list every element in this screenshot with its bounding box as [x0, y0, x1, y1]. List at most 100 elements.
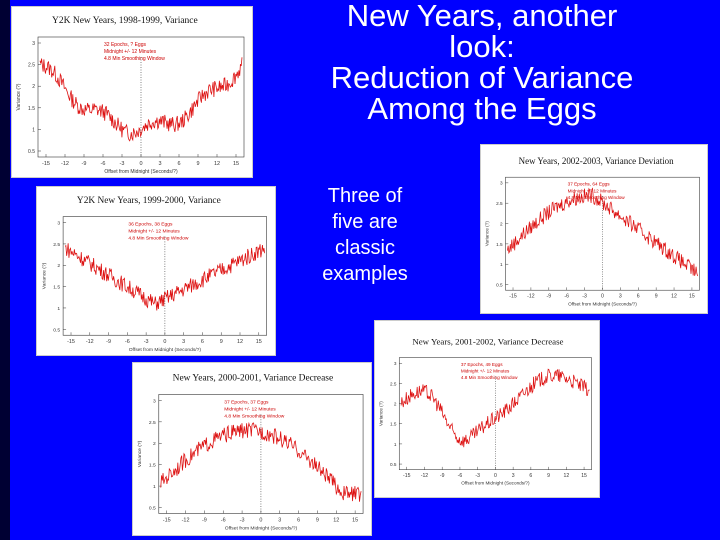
legend-line: 32 Epochs, ? Eggs — [104, 42, 146, 48]
plot-frame — [505, 176, 700, 291]
x-tick-label: 9 — [220, 339, 223, 345]
variance-trace — [400, 368, 590, 448]
y-tick-label: 0.5 — [149, 505, 156, 511]
variance-trace — [506, 187, 698, 277]
slide-subtext: Three of five are classic examples — [300, 183, 430, 287]
legend-line: 4.8 Min Smoothing Window — [104, 56, 165, 62]
legend-line: 4.8 Min Smoothing Window — [128, 235, 189, 241]
x-tick-label: 3 — [182, 339, 185, 345]
x-tick-label: 0 — [139, 161, 142, 167]
y-axis-label: Variance (?) — [41, 262, 47, 289]
y-tick-label: 1 — [57, 306, 60, 312]
legend-line: Midnight +/- 12 Minutes — [104, 49, 157, 55]
x-tick-label: 0 — [601, 294, 604, 300]
legend-line: 37 Epochs, 49 Eggs — [461, 362, 503, 367]
chart-2000-2001: New Years, 2000-2001, Variance Decrease 3… — [137, 374, 364, 531]
y-tick-label: 0.5 — [496, 282, 503, 287]
x-tick-label: 9 — [316, 517, 319, 523]
x-tick-label: 0 — [494, 473, 497, 479]
x-tick-label: -9 — [440, 473, 445, 479]
y-tick-label: 3 — [57, 221, 60, 227]
chart-panel-1998: Y2K New Years, 1998-1999, Variance 32 Epo… — [11, 6, 253, 178]
x-tick-label: -6 — [458, 473, 463, 479]
y-tick-label: 1.5 — [496, 242, 503, 247]
chart-panel-2002: New Years, 2002-2003, Variance Deviation… — [480, 144, 708, 314]
x-tick-label: -3 — [144, 339, 149, 345]
x-tick-label: -3 — [475, 473, 480, 479]
x-tick-label: -15 — [163, 517, 171, 523]
x-tick-label: -6 — [101, 161, 106, 167]
y-tick-label: 2.5 — [390, 381, 397, 386]
x-axis-label: Offset from Midnight (Seconds/?) — [129, 347, 202, 353]
subtext-line-1: Three of — [327, 185, 403, 207]
y-axis-label: Variance (?) — [485, 221, 490, 247]
x-tick-label: 6 — [177, 161, 180, 167]
x-tick-label: 3 — [158, 161, 161, 167]
x-tick-label: -6 — [125, 339, 130, 345]
x-tick-label: 0 — [259, 517, 262, 523]
x-tick-label: -15 — [403, 473, 411, 479]
x-axis-label: Offset from Midnight (Seconds/?) — [225, 525, 298, 531]
x-tick-label: -3 — [582, 294, 587, 300]
y-axis-label: Variance (?) — [137, 440, 143, 467]
y-tick-label: 2.5 — [53, 242, 60, 248]
x-tick-label: 0 — [163, 339, 166, 345]
y-tick-label: 3 — [153, 398, 156, 404]
legend-line: 37 Epochs, 37 Eggs — [224, 399, 269, 405]
x-tick-label: -6 — [221, 517, 226, 523]
y-tick-label: 2.5 — [496, 201, 503, 206]
chart-panel-2001: New Years, 2001-2002, Variance Decrease 3… — [374, 320, 600, 498]
variance-trace — [39, 57, 243, 142]
chart-2002-2003: New Years, 2002-2003, Variance Deviation… — [485, 156, 700, 306]
y-tick-label: 1.5 — [28, 106, 35, 112]
y-tick-label: 1 — [153, 484, 156, 490]
x-tick-label: 15 — [689, 294, 695, 300]
y-tick-label: 2 — [153, 441, 156, 447]
chart-title: Y2K New Years, 1998-1999, Variance — [52, 16, 198, 26]
variance-trace — [64, 243, 266, 311]
y-tick-label: 1 — [394, 442, 397, 447]
x-tick-label: 6 — [637, 294, 640, 300]
x-axis-label: Offset from Midnight (Seconds/?) — [104, 169, 178, 175]
subtext-line-4: examples — [322, 263, 408, 285]
y-tick-label: 0.5 — [53, 327, 60, 333]
x-tick-label: -9 — [202, 517, 207, 523]
x-tick-label: 12 — [237, 339, 243, 345]
x-tick-label: -12 — [421, 473, 429, 479]
y-axis-label: Variance (?) — [16, 83, 22, 110]
chart-title: New Years, 2001-2002, Variance Decrease — [412, 337, 563, 347]
left-edge-strip — [0, 0, 10, 540]
x-axis-label: Offset from Midnight (Seconds/?) — [568, 301, 637, 306]
chart-panel-2000: New Years, 2000-2001, Variance Decrease 3… — [132, 362, 372, 536]
x-tick-label: -15 — [67, 339, 75, 345]
x-tick-label: 6 — [529, 473, 532, 479]
y-tick-label: 3 — [394, 361, 397, 366]
x-tick-label: 9 — [196, 161, 199, 167]
x-tick-label: -6 — [564, 294, 569, 300]
chart-title: New Years, 2000-2001, Variance Decrease — [173, 374, 333, 384]
chart-panel-1999: Y2K New Years, 1999-2000, Variance 36 Epo… — [36, 186, 276, 356]
x-axis-label: Offset from Midnight (Seconds/?) — [461, 481, 530, 486]
x-tick-label: -12 — [61, 161, 69, 167]
chart-title: Y2K New Years, 1999-2000, Variance — [77, 196, 221, 206]
x-tick-label: 15 — [581, 473, 587, 479]
chart-1999-2000: Y2K New Years, 1999-2000, Variance 36 Epo… — [41, 196, 267, 353]
x-tick-label: -3 — [240, 517, 245, 523]
legend-line: Midnight +/- 12 Minutes — [128, 228, 180, 234]
x-tick-label: 12 — [333, 517, 339, 523]
y-tick-label: 2 — [57, 263, 60, 269]
x-tick-label: 6 — [201, 339, 204, 345]
y-tick-label: 1 — [32, 127, 35, 133]
legend-line: Midnight +/- 12 Minutes — [568, 188, 618, 193]
x-tick-label: -15 — [509, 294, 517, 300]
y-tick-label: 1.5 — [53, 285, 60, 291]
y-tick-label: 2.5 — [28, 63, 35, 69]
x-tick-label: 3 — [619, 294, 622, 300]
y-tick-label: 1 — [500, 262, 503, 267]
x-tick-label: 9 — [547, 473, 550, 479]
title-line-1: New Years, another — [346, 0, 618, 33]
subtext-line-2: five are — [332, 211, 398, 233]
x-tick-label: -9 — [82, 161, 87, 167]
legend-line: Midnight +/- 12 Minutes — [461, 369, 510, 374]
x-tick-label: 3 — [512, 473, 515, 479]
